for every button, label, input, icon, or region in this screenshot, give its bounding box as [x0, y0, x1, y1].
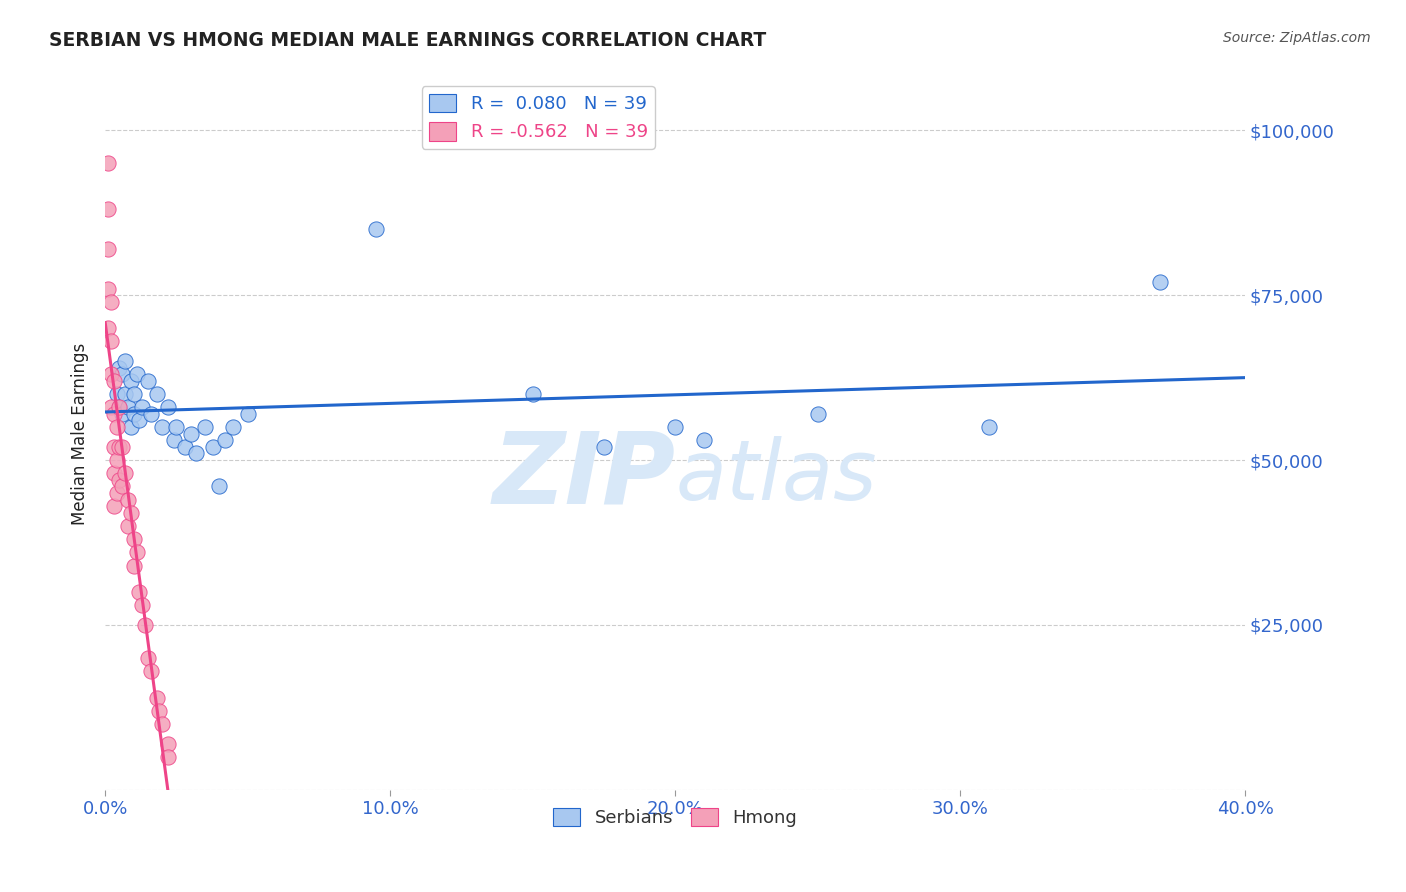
Point — [156, 750, 179, 764]
Point — [156, 737, 179, 751]
Point — [1149, 275, 1171, 289]
Point — [134, 618, 156, 632]
Point — [103, 500, 125, 514]
Point — [162, 434, 184, 448]
Point — [150, 717, 173, 731]
Point — [105, 387, 128, 401]
Point — [111, 440, 134, 454]
Legend: Serbians, Hmong: Serbians, Hmong — [546, 800, 804, 834]
Point — [120, 374, 142, 388]
Point — [593, 440, 616, 454]
Point — [117, 519, 139, 533]
Point — [128, 585, 150, 599]
Point — [364, 222, 387, 236]
Point — [136, 651, 159, 665]
Point — [202, 440, 225, 454]
Point — [103, 374, 125, 388]
Point — [125, 545, 148, 559]
Point — [103, 407, 125, 421]
Text: atlas: atlas — [675, 436, 877, 517]
Point — [100, 334, 122, 349]
Point — [150, 420, 173, 434]
Point — [145, 387, 167, 401]
Point — [165, 420, 187, 434]
Point — [692, 434, 714, 448]
Point — [97, 321, 120, 335]
Point — [139, 664, 162, 678]
Point — [100, 401, 122, 415]
Point — [103, 467, 125, 481]
Point — [108, 360, 131, 375]
Point — [117, 401, 139, 415]
Point — [122, 387, 145, 401]
Y-axis label: Median Male Earnings: Median Male Earnings — [72, 343, 89, 524]
Point — [208, 479, 231, 493]
Point — [180, 426, 202, 441]
Point — [214, 434, 236, 448]
Point — [105, 420, 128, 434]
Point — [122, 533, 145, 547]
Point — [128, 413, 150, 427]
Point — [194, 420, 217, 434]
Point — [97, 156, 120, 170]
Point — [108, 401, 131, 415]
Point — [114, 387, 136, 401]
Point — [97, 202, 120, 217]
Point — [103, 440, 125, 454]
Text: ZIP: ZIP — [492, 428, 675, 524]
Point — [125, 368, 148, 382]
Point — [236, 407, 259, 421]
Point — [108, 473, 131, 487]
Point — [139, 407, 162, 421]
Point — [977, 420, 1000, 434]
Point — [108, 401, 131, 415]
Point — [108, 440, 131, 454]
Point — [100, 294, 122, 309]
Point — [114, 354, 136, 368]
Point — [120, 420, 142, 434]
Point — [145, 690, 167, 705]
Point — [114, 467, 136, 481]
Point — [174, 440, 197, 454]
Point — [117, 492, 139, 507]
Point — [111, 479, 134, 493]
Text: Source: ZipAtlas.com: Source: ZipAtlas.com — [1223, 31, 1371, 45]
Point — [807, 407, 830, 421]
Point — [131, 598, 153, 612]
Point — [222, 420, 245, 434]
Point — [97, 281, 120, 295]
Text: SERBIAN VS HMONG MEDIAN MALE EARNINGS CORRELATION CHART: SERBIAN VS HMONG MEDIAN MALE EARNINGS CO… — [49, 31, 766, 50]
Point — [136, 374, 159, 388]
Point — [105, 453, 128, 467]
Point — [100, 368, 122, 382]
Point — [122, 407, 145, 421]
Point — [156, 401, 179, 415]
Point — [131, 401, 153, 415]
Point — [522, 387, 544, 401]
Point — [186, 446, 208, 460]
Point — [97, 242, 120, 256]
Point — [122, 558, 145, 573]
Point — [664, 420, 686, 434]
Point — [148, 704, 170, 718]
Point — [111, 407, 134, 421]
Point — [120, 506, 142, 520]
Point — [111, 368, 134, 382]
Point — [105, 486, 128, 500]
